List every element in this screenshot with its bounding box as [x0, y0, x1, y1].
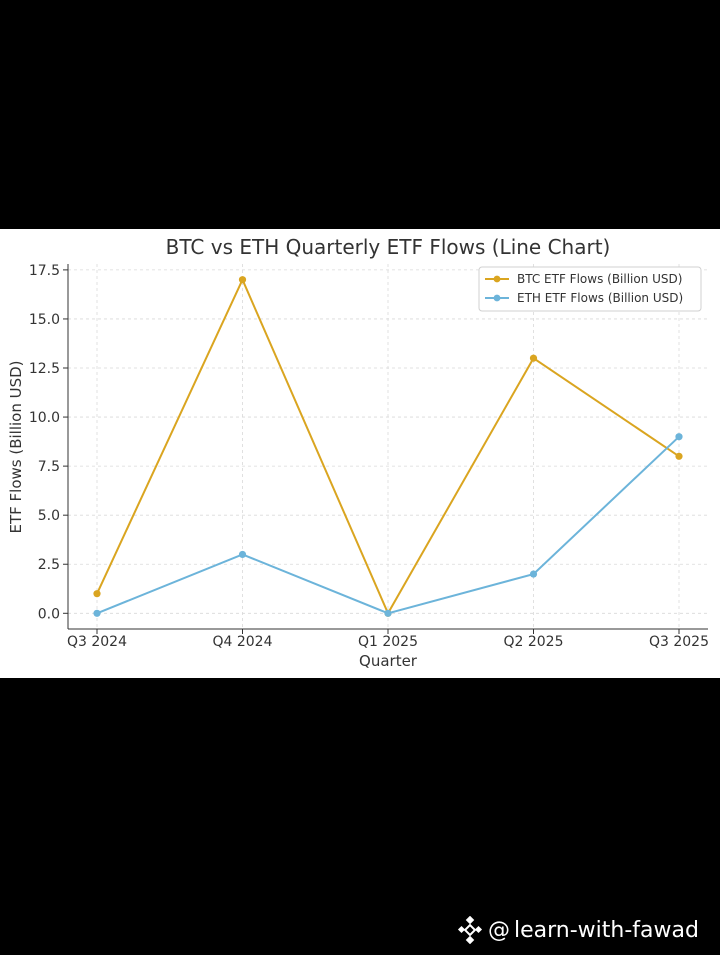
x-axis-label: Quarter: [359, 652, 418, 670]
legend-swatch-marker: [493, 275, 501, 283]
x-tick-label: Q1 2025: [358, 634, 418, 650]
data-point: [238, 550, 247, 559]
y-tick-label: 10.0: [29, 410, 60, 426]
legend-label: ETH ETF Flows (Billion USD): [517, 291, 683, 305]
data-point: [529, 354, 538, 362]
legend-box: [478, 266, 702, 312]
data-point: [384, 609, 392, 617]
y-tick-label: 15.0: [29, 312, 60, 328]
watermark-handle: learn-with-fawad: [514, 917, 699, 943]
line-chart: BTC vs ETH Quarterly ETF Flows (Line Cha…: [7, 235, 709, 670]
y-tick-label: 7.5: [38, 459, 60, 475]
data-point: [529, 570, 538, 578]
axes: 0.0 2.5 5.0 7.5 10.0 12.5 15.0 17.5 Q3 2024 Q4 20…: [29, 263, 709, 650]
data-point: [238, 276, 247, 284]
series-lines: [93, 276, 683, 617]
y-axis-label: ETF Flows (Billion USD): [7, 360, 25, 533]
y-tick-label: 0.0: [38, 606, 60, 622]
chart-panel: BTC vs ETH Quarterly ETF Flows (Line Cha…: [0, 229, 720, 678]
grid-lines: [68, 264, 708, 629]
x-tick-label: Q3 2025: [649, 634, 709, 650]
x-tick-label: Q4 2024: [212, 634, 272, 650]
data-point: [93, 590, 101, 598]
x-tick-label: Q3 2024: [67, 634, 127, 650]
data-point: [675, 433, 683, 441]
x-tick-label: Q2 2025: [503, 634, 563, 650]
binance-logo-icon: [457, 916, 483, 944]
y-tick-label: 2.5: [38, 557, 60, 573]
legend: BTC ETF Flows (Billion USD) ETH ETF Flows…: [478, 266, 702, 312]
legend-label: BTC ETF Flows (Billion USD): [517, 272, 682, 286]
y-tick-label: 5.0: [38, 508, 60, 524]
data-point: [675, 452, 683, 460]
y-tick-label: 17.5: [29, 263, 60, 279]
watermark: @ learn-with-fawad: [456, 914, 699, 946]
data-point: [93, 609, 101, 617]
legend-swatch-marker: [493, 294, 501, 302]
y-tick-label: 12.5: [29, 361, 60, 377]
watermark-at: @: [488, 917, 510, 943]
chart-title: BTC vs ETH Quarterly ETF Flows (Line Cha…: [166, 235, 611, 259]
